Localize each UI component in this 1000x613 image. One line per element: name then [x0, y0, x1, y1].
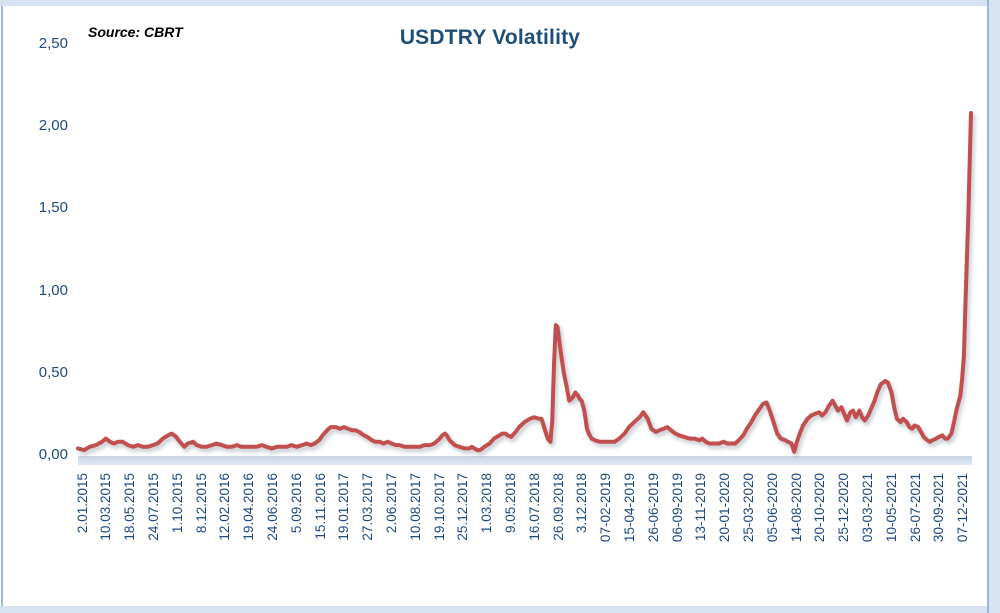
x-tick-label: 25.12.2017	[455, 473, 471, 541]
x-tick-label: 03-03-2021	[859, 473, 875, 543]
x-tick-label: 25-03-2020	[740, 473, 756, 543]
x-tick-label: 3.12.2018	[574, 473, 590, 534]
y-tick-label: 0,00	[38, 446, 68, 463]
x-tick-label: 20-10-2020	[812, 473, 828, 543]
x-tick-label: 25-12-2020	[836, 473, 852, 543]
source-note: Source: CBRT	[88, 24, 183, 40]
x-tick-label: 19.01.2017	[336, 473, 352, 541]
x-tick-label: 16.07.2018	[526, 473, 542, 541]
x-tick-label: 12.02.2016	[217, 473, 233, 541]
x-tick-label: 26-07-2021	[907, 473, 923, 543]
x-tick-label: 26-06-2019	[645, 473, 661, 543]
baseline-band	[78, 456, 972, 465]
volatility-series-line	[76, 111, 973, 454]
x-tick-label: 9.05.2018	[502, 473, 518, 534]
y-tick-label: 1,50	[38, 199, 68, 217]
x-tick-label: 24.07.2015	[145, 473, 161, 541]
y-tick-label: 2,00	[38, 117, 68, 135]
x-tick-label: 14-08-2020	[788, 473, 804, 543]
x-tick-label: 13-11-2019	[693, 473, 709, 542]
x-tick-label: 07-12-2021	[955, 473, 971, 543]
y-tick-label: 1,00	[38, 281, 68, 299]
x-tick-label: 1.03.2018	[479, 473, 495, 534]
x-tick-label: 15.11.2016	[312, 473, 328, 540]
frame-bottom-margin	[0, 606, 1000, 613]
chart-title: USDTRY Volatility	[399, 26, 581, 49]
x-tick-label: 1.10.2015	[169, 473, 185, 534]
frame-left-border	[1, 6, 3, 606]
x-tick-label: 19.10.2017	[431, 473, 447, 541]
x-tick-label: 05-06-2020	[764, 473, 780, 543]
x-tick-label: 15-04-2019	[621, 473, 637, 543]
x-tick-label: 2.01.2015	[74, 473, 90, 534]
x-tick-label: 07-02-2019	[598, 473, 614, 543]
x-tick-label: 26.09.2018	[550, 473, 566, 541]
x-tick-label: 18.05.2015	[122, 473, 138, 541]
y-tick-label: 0,50	[38, 363, 68, 381]
x-tick-label: 06-09-2019	[669, 473, 685, 543]
x-tick-label: 19.04.2016	[241, 473, 257, 541]
y-tick-label: 2,50	[38, 35, 68, 52]
x-tick-label: 10.08.2017	[407, 473, 423, 541]
frame-right-margin	[987, 0, 1000, 613]
x-tick-label: 2.06.2017	[383, 473, 399, 534]
x-tick-label: 27.03.2017	[360, 473, 376, 541]
x-tick-label: 10.03.2015	[98, 473, 114, 541]
x-tick-label: 24.06.2016	[264, 473, 280, 541]
x-tick-label: 10-05-2021	[883, 473, 899, 543]
x-tick-label: 5.09.2016	[288, 473, 304, 534]
x-tick-label: 20-01-2020	[717, 473, 733, 543]
x-tick-label: 30-09-2021	[931, 473, 947, 543]
x-tick-label: 8.12.2015	[193, 473, 209, 534]
frame-top-margin	[0, 0, 1000, 6]
